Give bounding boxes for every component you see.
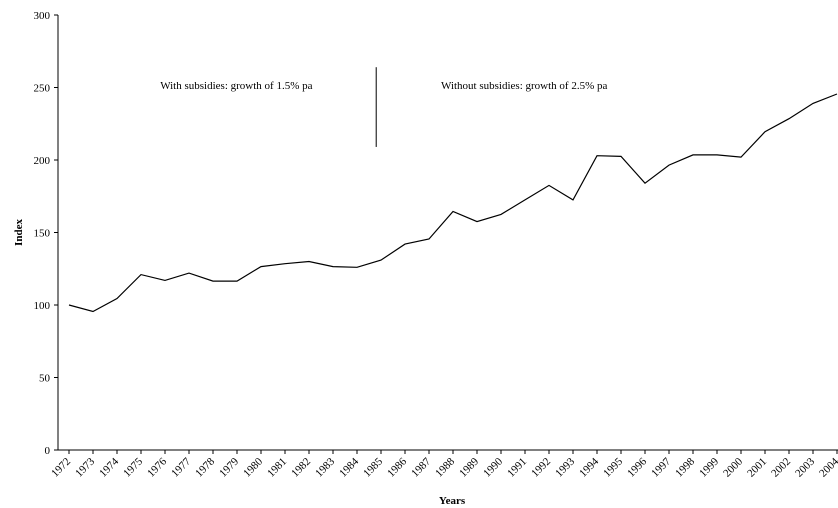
x-tick-label: 1992 bbox=[529, 456, 553, 480]
x-tick-label: 1981 bbox=[265, 456, 289, 480]
x-tick-label: 1996 bbox=[625, 455, 649, 479]
x-tick-label: 1984 bbox=[337, 455, 361, 479]
y-tick-label: 250 bbox=[34, 83, 51, 95]
x-tick-label: 1973 bbox=[73, 455, 97, 479]
x-tick-label: 1972 bbox=[49, 456, 73, 480]
x-tick-label: 1979 bbox=[217, 455, 241, 479]
x-tick-label: 1985 bbox=[361, 455, 385, 479]
x-tick-label: 1987 bbox=[409, 455, 433, 479]
x-tick-label: 1982 bbox=[289, 456, 313, 480]
x-tick-label: 1999 bbox=[697, 455, 721, 479]
x-tick-label: 2001 bbox=[745, 456, 769, 480]
x-tick-label: 1978 bbox=[193, 455, 217, 479]
x-tick-label: 1980 bbox=[241, 455, 265, 479]
x-axis-title: Years bbox=[439, 495, 466, 507]
y-tick-label: 300 bbox=[34, 10, 51, 22]
x-tick-label: 1998 bbox=[673, 455, 697, 479]
y-tick-label: 150 bbox=[34, 228, 51, 240]
x-tick-label: 1997 bbox=[649, 455, 673, 479]
x-tick-label: 1989 bbox=[457, 455, 481, 479]
x-axis-ticks: 1972 1973 1974 1975 1976 1977 1978 1979 1980 1981… bbox=[49, 450, 838, 480]
x-tick-label: 1974 bbox=[97, 455, 121, 479]
x-tick-label: 1995 bbox=[601, 455, 625, 479]
x-tick-label: 2002 bbox=[769, 456, 793, 480]
x-tick-label: 1977 bbox=[169, 455, 193, 479]
annotation-without-subsidies: Without subsidies: growth of 2.5% pa bbox=[441, 80, 607, 92]
y-tick-label: 50 bbox=[39, 373, 51, 385]
y-tick-label: 0 bbox=[45, 445, 51, 457]
x-tick-label: 1975 bbox=[121, 455, 145, 479]
x-tick-label: 2000 bbox=[721, 455, 745, 479]
x-tick-label: 1994 bbox=[577, 455, 601, 479]
x-tick-label: 1991 bbox=[505, 456, 529, 480]
x-tick-label: 1990 bbox=[481, 455, 505, 479]
series-line bbox=[68, 93, 838, 313]
y-axis-title: Index bbox=[13, 219, 25, 246]
x-tick-label: 2003 bbox=[793, 455, 817, 479]
annotation-with-subsidies: With subsidies: growth of 1.5% pa bbox=[160, 80, 312, 92]
y-tick-label: 100 bbox=[34, 300, 51, 312]
y-tick-label: 200 bbox=[34, 155, 51, 167]
x-tick-label: 1983 bbox=[313, 455, 337, 479]
x-tick-label: 2004 bbox=[817, 455, 838, 479]
x-tick-label: 1988 bbox=[433, 455, 457, 479]
x-tick-label: 1986 bbox=[385, 455, 409, 479]
y-axis-ticks: 0 50 100 150 200 250 300 bbox=[34, 10, 58, 457]
x-tick-label: 1993 bbox=[553, 455, 577, 479]
x-tick-label: 1976 bbox=[145, 455, 169, 479]
